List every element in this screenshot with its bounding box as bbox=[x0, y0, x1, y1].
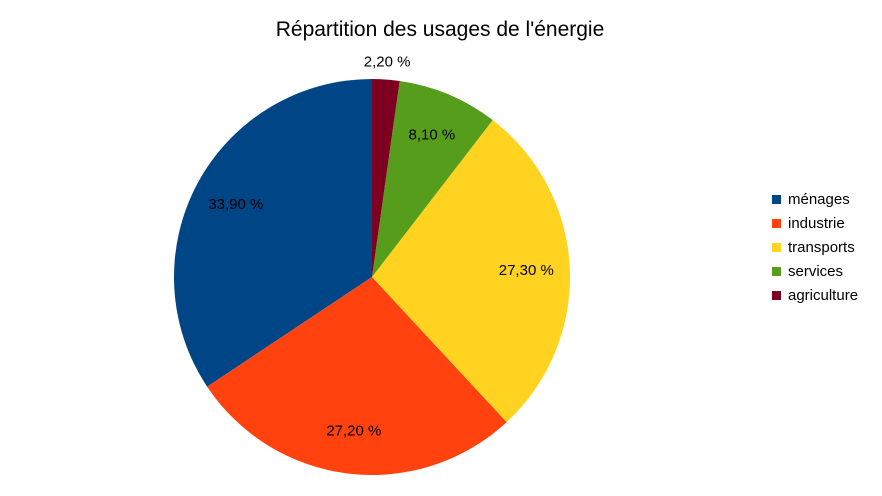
slice-label-services: 8,10 % bbox=[408, 127, 455, 144]
pie-slice-agriculture bbox=[372, 79, 400, 277]
legend-label-agriculture: agriculture bbox=[788, 287, 858, 304]
legend-swatch-services bbox=[772, 267, 781, 276]
pie-slice-industrie bbox=[207, 277, 507, 476]
legend-label-industrie: industrie bbox=[788, 215, 845, 232]
legend-label-transports: transports bbox=[788, 239, 855, 256]
pie-slices bbox=[173, 79, 571, 476]
slice-label-agriculture: 2,20 % bbox=[364, 54, 411, 71]
pie-slice-transports bbox=[372, 120, 571, 423]
slice-label-industrie: 27,20 % bbox=[326, 422, 381, 439]
pie-labels: 33,90 % 27,20 % 27,30 % 8,10 % 2,20 % bbox=[208, 54, 553, 440]
slice-label-ménages: 33,90 % bbox=[208, 196, 263, 213]
legend-label-services: services bbox=[788, 263, 843, 280]
legend: ménages industrie transports services agricu… bbox=[772, 191, 858, 304]
slice-label-transports: 27,30 % bbox=[499, 262, 554, 279]
chart-title: Répartition des usages de l'énergie bbox=[276, 18, 605, 41]
legend-swatch-industrie bbox=[772, 219, 781, 228]
legend-swatch-agriculture bbox=[772, 291, 781, 300]
legend-label-ménages: ménages bbox=[788, 191, 850, 208]
legend-swatch-transports bbox=[772, 243, 781, 252]
pie-slice-ménages bbox=[173, 79, 372, 387]
pie-slice-services bbox=[372, 80, 493, 278]
legend-swatch-ménages bbox=[772, 195, 781, 204]
